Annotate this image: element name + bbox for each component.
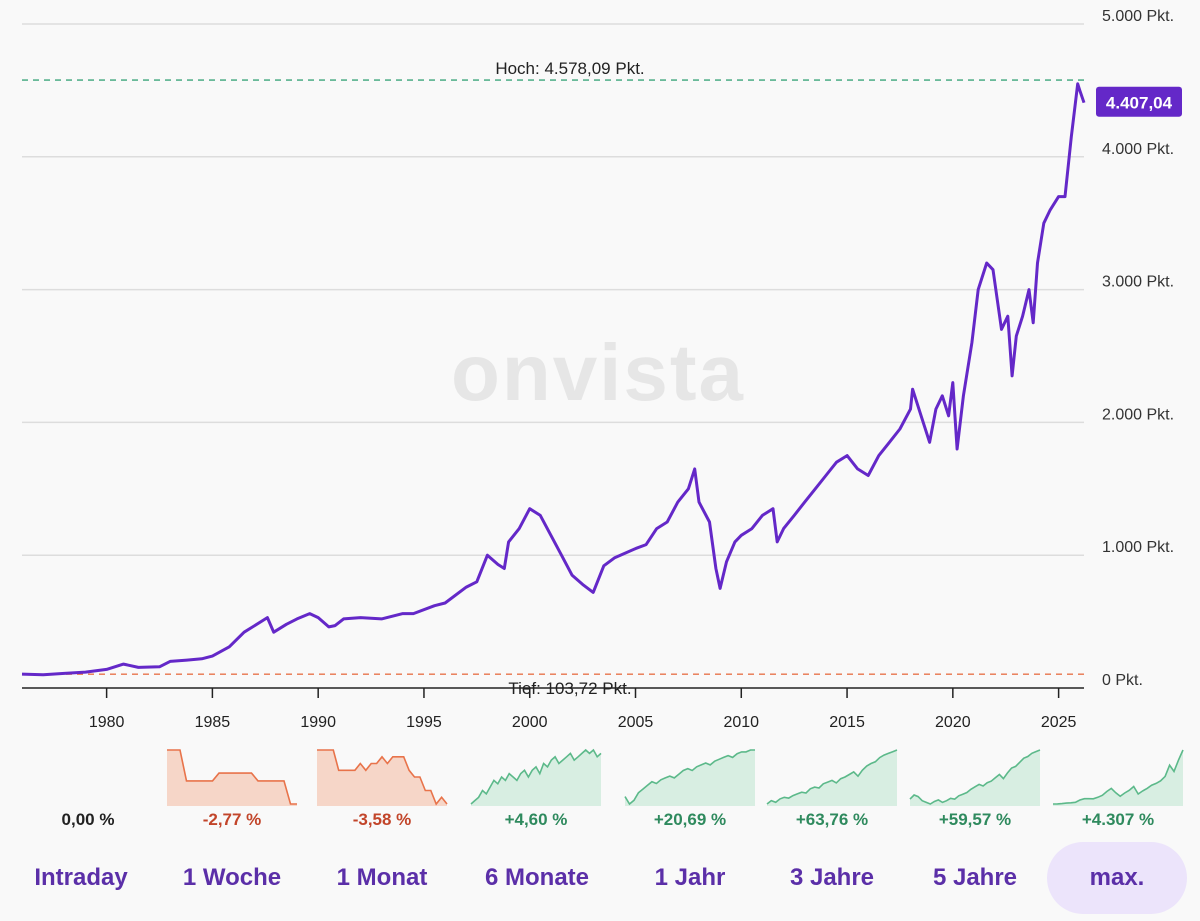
sparkline-line	[766, 749, 898, 805]
change-percent: +59,57 %	[938, 810, 1012, 829]
sparkline-line	[1052, 749, 1184, 805]
sparkline-area	[625, 750, 755, 806]
high-label: Hoch: 4.578,09 Pkt.	[495, 59, 644, 78]
change-percent: -2,77 %	[202, 810, 262, 829]
x-tick-label: 1990	[300, 714, 336, 731]
x-tick-label: 2025	[1041, 714, 1077, 731]
sparkline-4	[624, 749, 755, 806]
change-percent: 0,00 %	[61, 810, 115, 829]
sparkline-5	[766, 749, 898, 806]
x-tick-label: 2005	[618, 714, 654, 731]
sparkline-line	[167, 749, 297, 805]
sparkline-area	[317, 750, 447, 806]
series-line	[21, 82, 1086, 677]
x-tick-label: 2020	[935, 714, 971, 731]
x-tick-label: 1995	[406, 714, 442, 731]
sparkline-area	[767, 750, 897, 806]
sparkline-line	[470, 748, 602, 805]
tab-max[interactable]: max.	[1047, 842, 1187, 914]
sparkline-2	[317, 749, 448, 806]
tab-intraday[interactable]: Intraday	[34, 864, 128, 891]
x-tick-label: 1985	[195, 714, 231, 731]
y-tick-label: 0 Pkt.	[1102, 672, 1143, 689]
x-axis: 1980 1985 1990 1995 2000 2005 2010 2015 2020 2025	[22, 687, 1084, 731]
y-tick-label: 2.000 Pkt.	[1102, 406, 1174, 423]
current-value-label: 4.407,04	[1106, 94, 1173, 113]
x-tick-label: 2010	[723, 714, 759, 731]
main-chart: onvista 5.000 Pkt. 4.000 Pkt. 3.000 Pkt. 2.…	[21, 8, 1182, 731]
y-axis: 5.000 Pkt. 4.000 Pkt. 3.000 Pkt. 2.000 Pkt.…	[1102, 8, 1174, 689]
tab-5-jahre[interactable]: 5 Jahre	[932, 864, 1018, 891]
sparkline-7	[1052, 749, 1184, 806]
change-percent: +63,76 %	[795, 810, 869, 829]
sparkline-1	[167, 749, 297, 806]
tab-3-jahre[interactable]: 3 Jahre	[789, 864, 875, 891]
tab-1-monat[interactable]: 1 Monat	[336, 864, 428, 891]
x-tick-label: 2000	[512, 714, 548, 731]
tab-1-jahr[interactable]: 1 Jahr	[654, 864, 726, 891]
sparkline-area	[1053, 750, 1183, 806]
sparkline-area	[167, 750, 297, 806]
sparkline-line	[909, 749, 1041, 805]
sparkline-3	[470, 748, 602, 806]
tab-6-monate[interactable]: 6 Monate	[484, 864, 589, 891]
y-tick-label: 3.000 Pkt.	[1102, 274, 1174, 291]
change-percent: +20,69 %	[653, 810, 727, 829]
x-tick-label: 2015	[829, 714, 865, 731]
sparkline-area	[910, 750, 1040, 806]
y-tick-label: 4.000 Pkt.	[1102, 141, 1174, 158]
change-percent: -3,58 %	[352, 810, 412, 829]
sparkline-6	[909, 749, 1041, 806]
sparkline-line	[317, 749, 448, 806]
current-value-badge: 4.407,04	[1096, 86, 1182, 117]
y-tick-label: 1.000 Pkt.	[1102, 539, 1174, 556]
y-tick-label: 5.000 Pkt.	[1102, 8, 1174, 25]
low-label: Tief: 103,72 Pkt.	[508, 679, 631, 698]
change-percent: +4,60 %	[504, 810, 568, 829]
tab-1-woche[interactable]: 1 Woche	[182, 864, 282, 891]
grid	[22, 23, 1084, 556]
x-tick-label: 1980	[89, 714, 125, 731]
sparkline-line	[624, 749, 755, 806]
change-percent: +4.307 %	[1081, 810, 1155, 829]
watermark: onvista	[451, 328, 745, 417]
sparkline-area	[471, 750, 601, 806]
